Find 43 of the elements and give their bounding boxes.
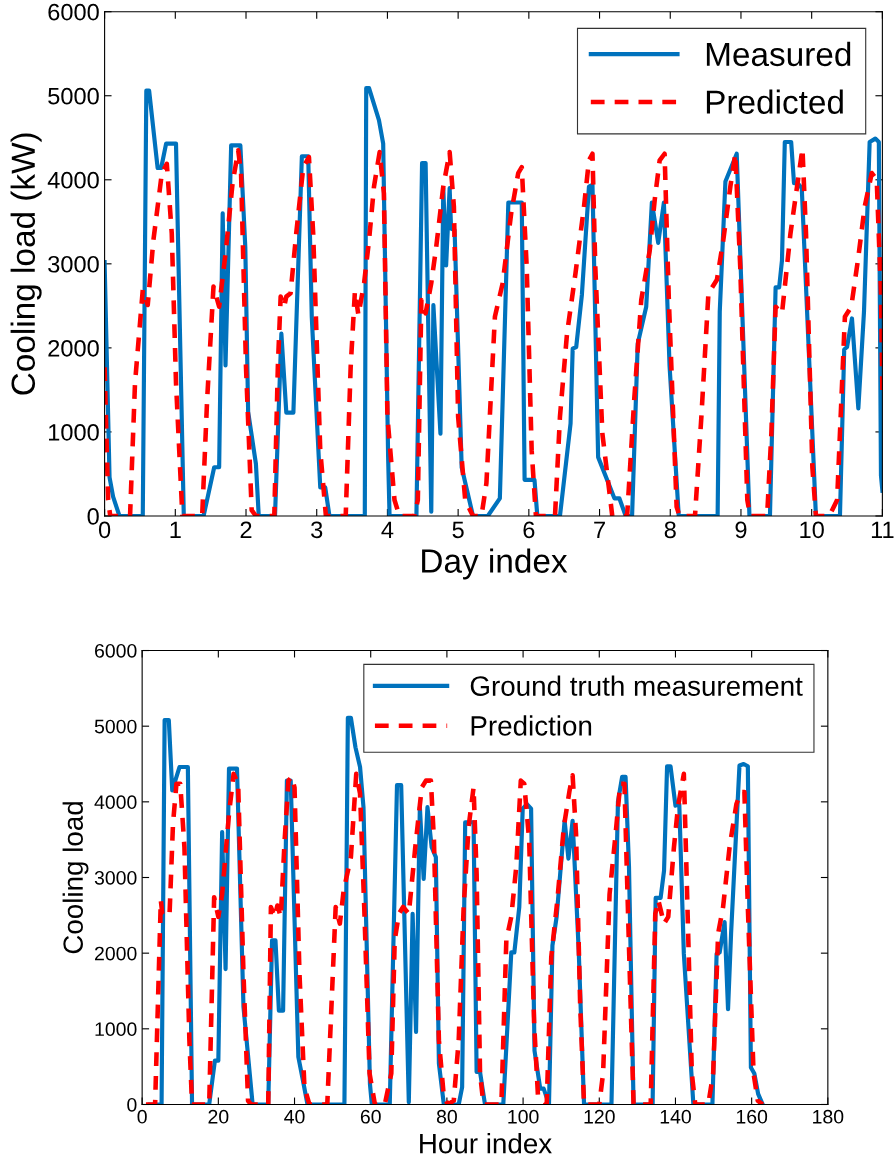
- y-tick-label: 4000: [94, 795, 137, 810]
- x-tick-label: 10: [800, 521, 824, 539]
- y-axis-title: Cooling load: [62, 802, 89, 954]
- y-tick-label: 2000: [48, 339, 99, 357]
- x-tick-label: 5: [452, 521, 464, 539]
- legend-label: Ground truth measurement: [470, 675, 803, 696]
- y-tick-label: 6000: [48, 3, 99, 21]
- x-tick-label: 7: [594, 521, 605, 538]
- x-tick-label: 1: [170, 521, 181, 538]
- x-tick-label: 160: [736, 1109, 768, 1124]
- x-axis-title: Hour index: [420, 1133, 552, 1154]
- x-tick-label: 120: [584, 1109, 615, 1124]
- y-tick-label: 4000: [47, 171, 99, 189]
- x-tick-label: 100: [508, 1109, 539, 1124]
- x-tick-label: 9: [735, 521, 747, 539]
- x-tick-label: 8: [664, 521, 676, 539]
- y-tick-label: 3000: [94, 870, 137, 885]
- y-tick-label: 6000: [95, 643, 137, 658]
- x-tick-label: 80: [436, 1109, 457, 1124]
- x-tick-label: 60: [360, 1109, 381, 1124]
- x-tick-label: 0: [137, 1109, 147, 1124]
- y-tick-label: 0: [127, 1097, 137, 1112]
- legend-label: Prediction: [471, 715, 592, 736]
- y-axis-title: Cooling load (kW): [10, 133, 42, 395]
- y-tick-label: 3000: [48, 255, 99, 273]
- x-tick-label: 40: [284, 1109, 305, 1124]
- x-tick-label: 180: [813, 1109, 844, 1124]
- x-tick-label: 2: [240, 521, 252, 538]
- x-tick-label: 3: [311, 521, 323, 539]
- x-tick-label: 140: [660, 1109, 691, 1124]
- y-tick-label: 5000: [94, 719, 137, 734]
- legend-label: Measured: [706, 41, 851, 67]
- x-axis-title: Day index: [422, 548, 568, 580]
- x-tick-label: 6: [523, 521, 535, 539]
- y-tick-label: 0: [87, 508, 99, 525]
- y-tick-label: 1000: [95, 1022, 137, 1037]
- x-tick-label: 20: [208, 1109, 229, 1124]
- y-tick-label: 2000: [95, 946, 137, 961]
- y-tick-label: 5000: [48, 87, 99, 105]
- x-tick-label: 4: [381, 521, 394, 538]
- x-tick-label: 11: [871, 521, 894, 538]
- legend-label: Predicted: [706, 89, 843, 114]
- y-tick-label: 1000: [49, 423, 99, 441]
